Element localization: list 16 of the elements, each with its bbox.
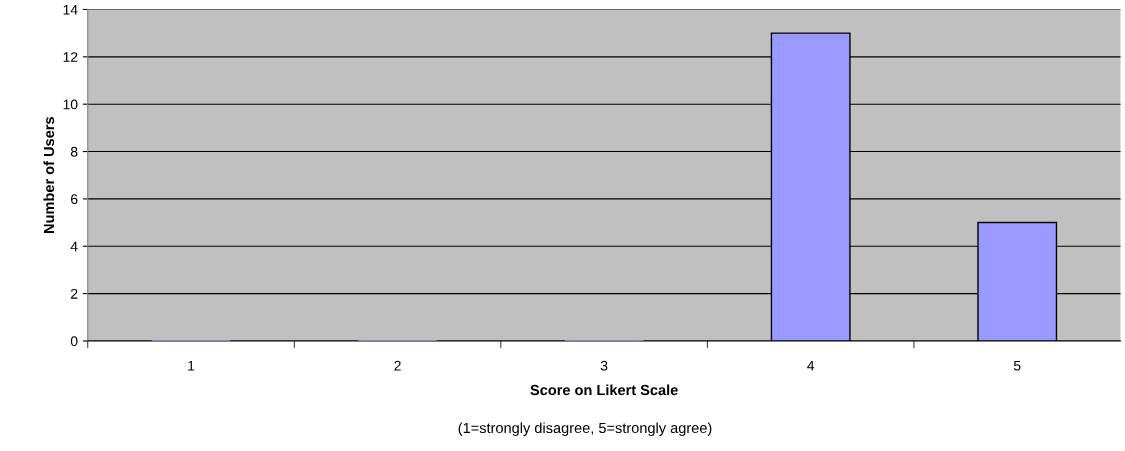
x-axis-title: Score on Likert Scale — [530, 384, 678, 396]
y-tick-label: 10 — [63, 99, 78, 110]
y-tick-label: 14 — [63, 4, 78, 15]
x-tick-label: 3 — [600, 360, 608, 371]
y-tick-label: 2 — [71, 288, 78, 299]
x-tick-label: 1 — [188, 360, 195, 371]
y-tick-label: 0 — [70, 336, 78, 347]
y-axis-title: Number of Users — [43, 117, 55, 233]
x-tick-label: 2 — [394, 360, 401, 371]
y-tick-label: 6 — [71, 194, 78, 205]
y-tick-label: 8 — [70, 146, 78, 157]
y-tick-label: 12 — [63, 52, 78, 62]
x-tick-label: 4 — [807, 360, 815, 371]
text: (1=strongly disagree, 5=strongly agree) — [458, 422, 712, 436]
x-tick-label: 5 — [1013, 360, 1021, 371]
y-tick-label: 4 — [70, 241, 78, 252]
